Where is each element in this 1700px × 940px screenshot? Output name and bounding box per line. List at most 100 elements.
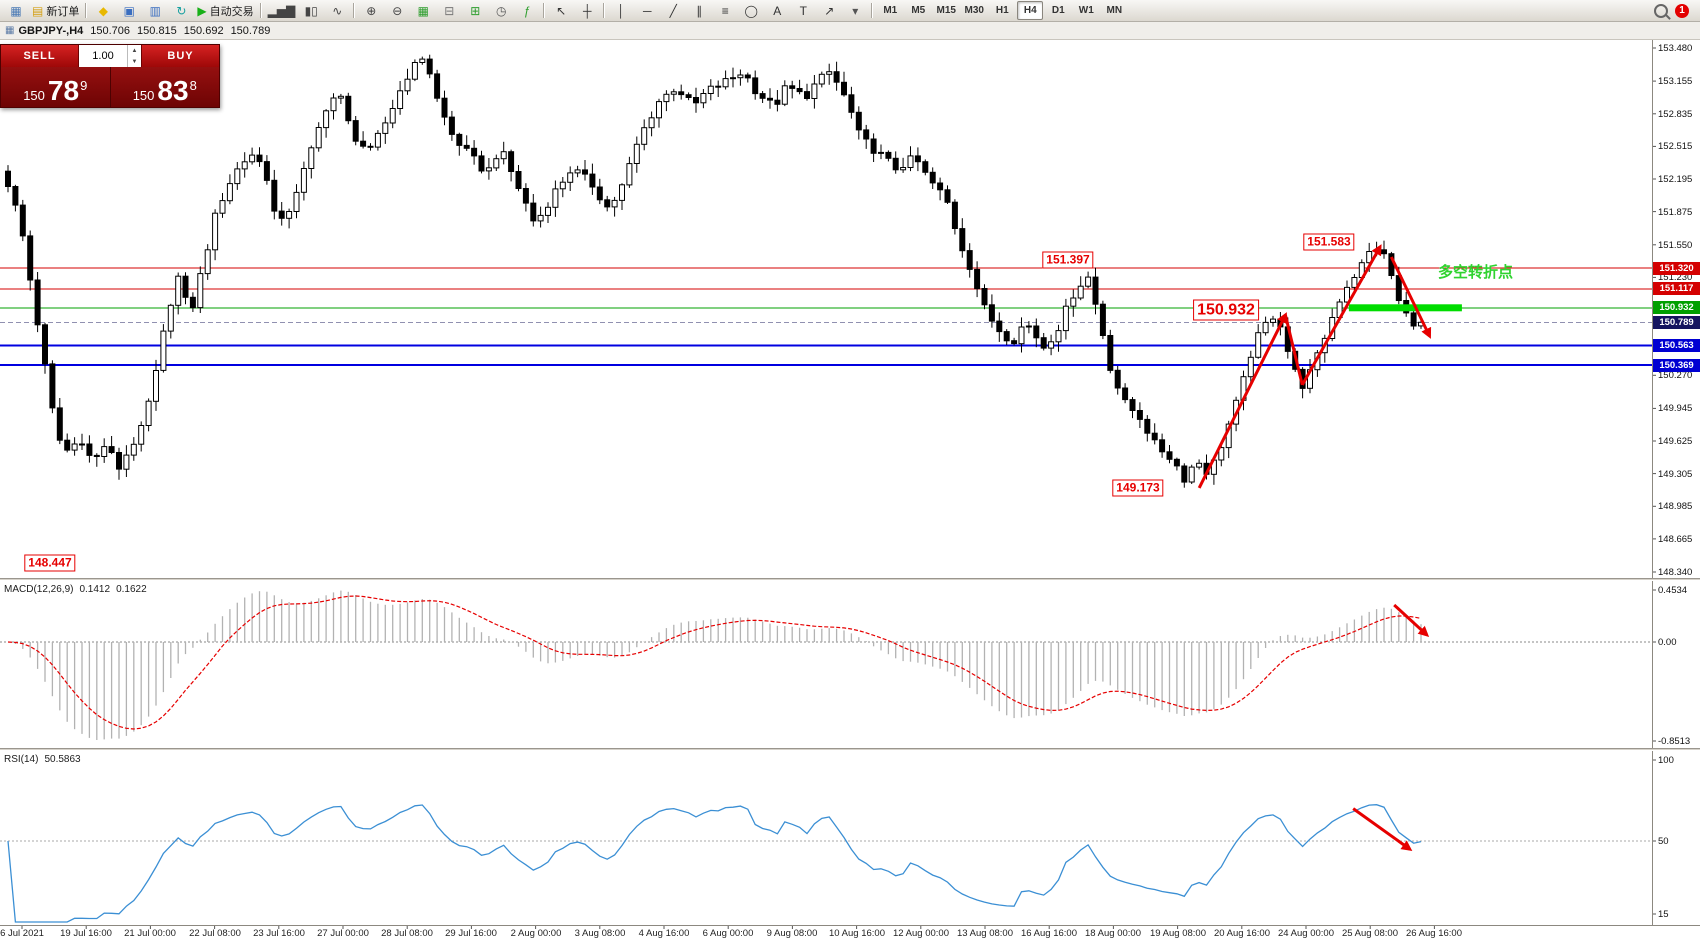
notification-badge[interactable]: 1 — [1675, 3, 1689, 18]
chart-caption-bar: ▦ GBPJPY-,H4 150.706 150.815 150.692 150… — [0, 22, 1700, 40]
timeframe-m30-button[interactable]: M30 — [964, 5, 984, 16]
cascade-windows-button[interactable]: ⊟ — [436, 1, 462, 21]
trendline-button[interactable]: ╱ — [660, 1, 686, 21]
price-axis-border — [1652, 40, 1653, 925]
volume-input[interactable]: 1.00 — [92, 50, 114, 62]
splitter-main-macd[interactable] — [0, 578, 1700, 581]
arrows-icon: ↗ — [824, 3, 835, 18]
tile-windows-button[interactable]: ▦ — [410, 1, 436, 21]
toolbar-separator — [353, 3, 356, 18]
buy-price-prefix: 150 — [132, 87, 155, 103]
crosshair-icon: ┼ — [583, 3, 592, 18]
volume-down-button[interactable]: ▼ — [131, 58, 138, 65]
toolbar-groups: ▦ ▤ 新订单 ◆ ▣ ▥ ↻ ▶ 自动交易 ▂▅▇ ▮▯ ∿ ⊕ ⊖ ▦ ⊟ ⊞ ◷ ƒ ↖ ┼ │ ─ ╱ ∥ ≡ ◯ A T ↗ ▾ — [3, 1, 868, 21]
main-chart-panel[interactable] — [0, 40, 1652, 578]
ohlc-low: 150.692 — [183, 24, 224, 37]
toolbar-separator — [871, 3, 874, 18]
zoom-out-button[interactable]: ⊖ — [384, 1, 410, 21]
sell-price-prefix: 150 — [23, 87, 45, 103]
rsi-panel[interactable] — [0, 751, 1652, 925]
macd-panel[interactable] — [0, 581, 1652, 748]
buy-button[interactable]: BUY — [142, 45, 219, 67]
indicators-icon: ƒ — [523, 3, 531, 18]
cursor-button[interactable]: ↖ — [548, 1, 574, 21]
text-button[interactable]: A — [764, 1, 790, 21]
arrows-dropdown-icon: ▾ — [852, 3, 859, 18]
cascade-windows-icon: ⊟ — [444, 3, 455, 18]
market-button[interactable]: ◆ — [90, 1, 116, 21]
timeframe-h4-button[interactable]: H4 — [1017, 1, 1044, 20]
fibonacci-icon: ≡ — [721, 3, 729, 18]
main-toolbar: ▦ ▤ 新订单 ◆ ▣ ▥ ↻ ▶ 自动交易 ▂▅▇ ▮▯ ∿ ⊕ ⊖ ▦ ⊟ ⊞ ◷ ƒ ↖ ┼ │ ─ ╱ ∥ ≡ ◯ A T ↗ ▾ … — [0, 0, 1700, 22]
timeframe-d1-button[interactable]: D1 — [1051, 5, 1065, 16]
text-label-icon: T — [799, 3, 807, 18]
timeframe-mn-button[interactable]: MN — [1106, 5, 1123, 16]
period-clock-button[interactable]: ◷ — [488, 1, 514, 21]
volume-stepper: ▲ ▼ — [127, 45, 141, 67]
refresh-button[interactable]: ↻ — [168, 1, 194, 21]
indicators-button[interactable]: ƒ — [514, 1, 540, 21]
timeframe-m1-button[interactable]: M1 — [883, 5, 898, 16]
search-icon[interactable] — [1654, 3, 1668, 18]
volume-up-button[interactable]: ▲ — [131, 47, 138, 54]
zoom-out-icon: ⊖ — [392, 3, 403, 18]
price-axis-area[interactable] — [1652, 40, 1700, 925]
rsi-value: 50.5863 — [44, 754, 81, 765]
zoom-in-icon: ⊕ — [366, 3, 377, 18]
candlestick-mode-button[interactable]: ▮▯ — [298, 1, 324, 21]
macd-title: MACD(12,26,9) 0.1412 0.1622 — [4, 584, 147, 595]
arrows-dropdown-button[interactable]: ▾ — [842, 1, 868, 21]
vertical-line-button[interactable]: │ — [608, 1, 634, 21]
rsi-name: RSI(14) — [4, 754, 39, 765]
new-chart-button[interactable]: ⊞ — [462, 1, 488, 21]
horizontal-line-button[interactable]: ─ — [634, 1, 660, 21]
fibonacci-button[interactable]: ≡ — [712, 1, 738, 21]
data-window-icon: ▣ — [123, 3, 136, 18]
buy-price[interactable]: 150 83 8 — [111, 67, 220, 107]
sell-price-big: 78 — [47, 75, 80, 107]
time-axis-area[interactable] — [0, 925, 1652, 940]
terminal-journal-button[interactable]: ▥ — [142, 1, 168, 21]
timeframe-h1-button[interactable]: H1 — [995, 5, 1009, 16]
tile-windows-icon: ▦ — [417, 3, 429, 18]
macd-value-2: 0.1622 — [116, 584, 147, 595]
zoom-in-button[interactable]: ⊕ — [358, 1, 384, 21]
line-chart-mode-button[interactable]: ∿ — [324, 1, 350, 21]
sell-price[interactable]: 150 78 9 — [1, 67, 111, 107]
volume-control: 1.00 ▲ ▼ — [78, 45, 142, 67]
terminal-journal-icon: ▥ — [149, 3, 162, 18]
timeframe-toolbar: M1 M5 M15 M30 H1 H4 D1 W1 MN — [876, 1, 1128, 20]
macd-value-1: 0.1412 — [79, 584, 111, 595]
autotrading-label: 自动交易 — [209, 5, 254, 18]
ellipse-button[interactable]: ◯ — [738, 1, 764, 21]
timeframe-m5-button[interactable]: M5 — [911, 5, 926, 16]
equidistant-channel-icon: ∥ — [696, 3, 703, 18]
data-window-button[interactable]: ▣ — [116, 1, 142, 21]
ellipse-icon: ◯ — [744, 3, 758, 18]
macd-name: MACD(12,26,9) — [4, 584, 74, 595]
new-order-button[interactable]: ▤ 新订单 — [29, 1, 82, 21]
autotrading-button[interactable]: ▶ 自动交易 — [194, 1, 256, 21]
arrows-button[interactable]: ↗ — [816, 1, 842, 21]
bar-chart-mode-icon: ▂▅▇ — [267, 3, 296, 18]
crosshair-button[interactable]: ┼ — [574, 1, 600, 21]
timeframe-w1-button[interactable]: W1 — [1078, 5, 1094, 16]
timeframe-m15-button[interactable]: M15 — [936, 5, 956, 16]
market-icon: ◆ — [98, 3, 108, 18]
line-chart-mode-icon: ∿ — [332, 3, 343, 18]
autotrading-icon: ▶ — [197, 3, 207, 18]
toolbar-right: 1 — [1654, 3, 1697, 18]
new-chart-window-button[interactable]: ▦ — [3, 1, 29, 21]
splitter-macd-rsi[interactable] — [0, 748, 1700, 751]
sell-button[interactable]: SELL — [1, 45, 78, 67]
ohlc-open: 150.706 — [90, 24, 131, 37]
new-order-label: 新订单 — [46, 5, 80, 18]
toolbar-separator — [543, 3, 546, 18]
buy-price-big: 83 — [157, 75, 189, 107]
bar-chart-mode-button[interactable]: ▂▅▇ — [265, 1, 299, 21]
equidistant-channel-button[interactable]: ∥ — [686, 1, 712, 21]
text-icon: A — [773, 3, 782, 18]
text-label-button[interactable]: T — [790, 1, 816, 21]
